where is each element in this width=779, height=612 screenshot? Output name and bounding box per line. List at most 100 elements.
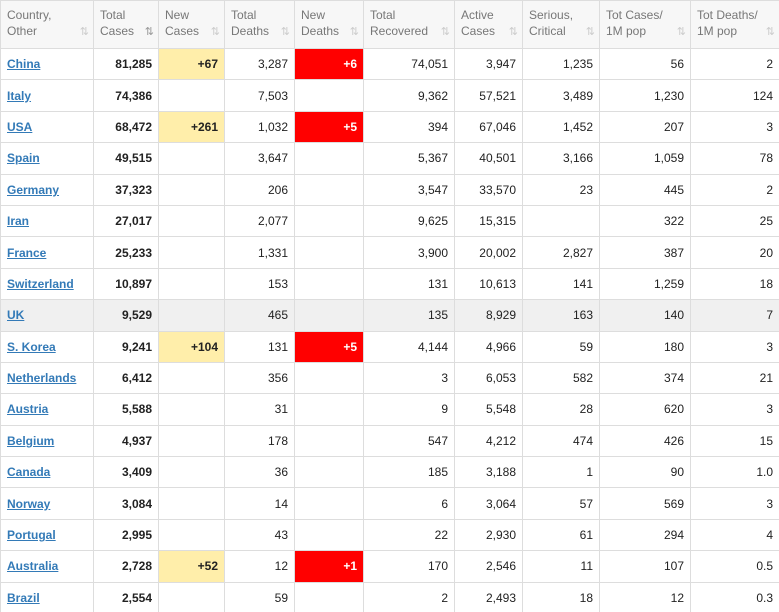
deaths-per-1m-cell: 20	[690, 236, 779, 269]
total-recovered-cell: 5,367	[363, 142, 455, 175]
serious-critical-cell: 3,166	[522, 142, 600, 175]
total-cases-cell: 2,728	[93, 550, 159, 583]
country-link[interactable]: USA	[7, 119, 33, 134]
sort-icon[interactable]: ⇅	[349, 26, 359, 38]
new-deaths-cell: +5	[294, 110, 364, 144]
new-cases-cell	[158, 518, 225, 552]
cases-per-1m-cell: 387	[599, 236, 691, 269]
new-cases-cell	[158, 299, 225, 332]
country-link[interactable]: S. Korea	[7, 339, 56, 354]
total-cases-cell: 49,515	[93, 142, 159, 175]
country-cell: Spain	[0, 142, 94, 175]
country-link[interactable]: UK	[7, 308, 25, 323]
sort-icon[interactable]: ⇅	[765, 26, 775, 38]
country-cell: USA	[0, 110, 94, 144]
total-deaths-cell: 14	[224, 487, 295, 520]
header-tot-deaths-per-1m[interactable]: Tot Deaths/1M pop ⇅	[690, 0, 779, 49]
table-row: Canada 3,409 36 185 3,188 1 90 1.0	[0, 456, 779, 489]
cases-per-1m-cell: 140	[599, 299, 691, 332]
header-total-recovered[interactable]: Total Recovered ⇅	[363, 0, 455, 49]
total-deaths-cell: 43	[224, 518, 295, 552]
sort-icon[interactable]: ⇅	[440, 26, 450, 38]
header-new-deaths[interactable]: New Deaths ⇅	[294, 0, 364, 49]
serious-critical-cell: 582	[522, 361, 600, 395]
table-row: Netherlands 6,412 356 3 6,053 582 374 21	[0, 361, 779, 395]
cases-per-1m-cell: 322	[599, 204, 691, 238]
total-cases-cell: 3,409	[93, 456, 159, 489]
header-country[interactable]: Country, Other ⇅	[0, 0, 94, 49]
table-row: Portugal 2,995 43 22 2,930 61 294 4	[0, 518, 779, 552]
country-link[interactable]: Germany	[7, 182, 60, 197]
sort-icon[interactable]: ⇅	[280, 26, 290, 38]
new-cases-cell	[158, 393, 225, 426]
header-tot-cases-per-1m[interactable]: Tot Cases/1M pop ⇅	[599, 0, 691, 49]
deaths-per-1m-cell: 1.0	[690, 456, 779, 489]
deaths-per-1m-cell: 78	[690, 142, 779, 175]
sort-active-icon[interactable]: ⇅	[144, 26, 154, 38]
deaths-per-1m-cell: 124	[690, 79, 779, 112]
country-cell: UK	[0, 299, 94, 332]
country-cell: France	[0, 236, 94, 269]
new-deaths-cell	[294, 581, 364, 612]
active-cases-cell: 3,188	[454, 456, 523, 489]
country-link[interactable]: Norway	[7, 496, 51, 511]
table-row: Germany 37,323 206 3,547 33,570 23 445 2	[0, 173, 779, 206]
new-cases-cell	[158, 424, 225, 458]
total-recovered-cell: 22	[363, 518, 455, 552]
country-link[interactable]: Switzerland	[7, 276, 74, 291]
header-total-deaths[interactable]: Total Deaths ⇅	[224, 0, 295, 49]
country-link[interactable]: Portugal	[7, 528, 56, 543]
sort-icon[interactable]: ⇅	[79, 26, 89, 38]
deaths-per-1m-cell: 15	[690, 424, 779, 458]
serious-critical-cell: 1,452	[522, 110, 600, 144]
new-cases-cell	[158, 361, 225, 395]
sort-icon[interactable]: ⇅	[585, 26, 595, 38]
country-cell: Switzerland	[0, 267, 94, 301]
new-cases-cell	[158, 79, 225, 112]
country-link[interactable]: Netherlands	[7, 371, 77, 386]
country-link[interactable]: Australia	[7, 559, 59, 574]
header-total-cases[interactable]: Total Cases ⇅	[93, 0, 159, 49]
cases-per-1m-cell: 294	[599, 518, 691, 552]
cases-per-1m-cell: 90	[599, 456, 691, 489]
header-serious-critical[interactable]: Serious, Critical ⇅	[522, 0, 600, 49]
country-link[interactable]: Spain	[7, 151, 40, 166]
country-link[interactable]: France	[7, 245, 47, 260]
total-deaths-cell: 59	[224, 581, 295, 612]
cases-per-1m-cell: 56	[599, 47, 691, 81]
total-deaths-cell: 31	[224, 393, 295, 426]
active-cases-cell: 4,966	[454, 330, 523, 363]
cases-per-1m-cell: 569	[599, 487, 691, 520]
deaths-per-1m-cell: 2	[690, 47, 779, 81]
country-link[interactable]: Iran	[7, 214, 30, 229]
new-deaths-cell	[294, 204, 364, 238]
total-recovered-cell: 9,625	[363, 204, 455, 238]
total-recovered-cell: 4,144	[363, 330, 455, 363]
country-cell: China	[0, 47, 94, 81]
header-active-cases[interactable]: Active Cases ⇅	[454, 0, 523, 49]
country-link[interactable]: Belgium	[7, 433, 55, 448]
header-new-cases[interactable]: New Cases ⇅	[158, 0, 225, 49]
country-link[interactable]: Brazil	[7, 590, 40, 605]
country-link[interactable]: China	[7, 57, 41, 72]
serious-critical-cell: 3,489	[522, 79, 600, 112]
new-deaths-cell	[294, 236, 364, 269]
country-cell: Norway	[0, 487, 94, 520]
table-row: Brazil 2,554 59 2 2,493 18 12 0.3	[0, 581, 779, 612]
table-row: Belgium 4,937 178 547 4,212 474 426 15	[0, 424, 779, 458]
country-link[interactable]: Canada	[7, 465, 51, 480]
country-link[interactable]: Italy	[7, 88, 32, 103]
sort-icon[interactable]: ⇅	[676, 26, 686, 38]
total-recovered-cell: 9,362	[363, 79, 455, 112]
new-cases-cell: +104	[158, 330, 225, 363]
new-deaths-cell	[294, 518, 364, 552]
table-row: Italy 74,386 7,503 9,362 57,521 3,489 1,230 124	[0, 79, 779, 112]
new-deaths-cell	[294, 487, 364, 520]
total-cases-cell: 10,897	[93, 267, 159, 301]
total-deaths-cell: 1,331	[224, 236, 295, 269]
total-deaths-cell: 465	[224, 299, 295, 332]
country-link[interactable]: Austria	[7, 402, 49, 417]
serious-critical-cell	[522, 204, 600, 238]
sort-icon[interactable]: ⇅	[210, 26, 220, 38]
sort-icon[interactable]: ⇅	[508, 26, 518, 38]
